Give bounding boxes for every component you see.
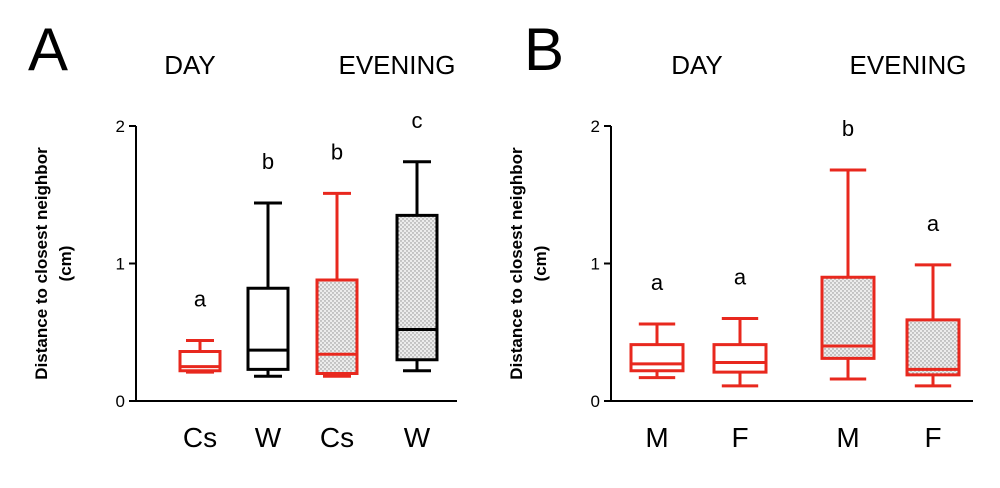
panel-a-box-2-significance-label: b	[262, 149, 274, 174]
panel-a-x-category-label-2: W	[255, 422, 282, 453]
panel-a-group-label-evening: EVENING	[338, 50, 455, 80]
panel-b-y-tick-label-2: 2	[591, 117, 600, 136]
panel-a-group-label-day: DAY	[164, 50, 216, 80]
panel-b-y-axis-title-line-2: (cm)	[531, 246, 550, 282]
panel-b-letter: B	[524, 16, 564, 83]
panel-b-x-category-label-2: F	[731, 422, 748, 453]
panel-a-box-3-iqr-box	[315, 278, 359, 375]
panel-a-y-tick-label-2: 2	[116, 117, 125, 136]
panel-b-y-axis-title-line-1: Distance to closest neighbor	[507, 147, 526, 380]
panel-a-y-tick-label-0: 0	[116, 392, 125, 411]
panel-b-x-category-label-3: M	[836, 422, 859, 453]
panel-b-box-4-iqr-box	[905, 318, 961, 377]
panel-a-box-4-iqr-box	[395, 213, 439, 362]
panel-a-letter: A	[28, 16, 68, 83]
panel-a-x-category-label-4: W	[404, 422, 431, 453]
panel-a-y-axis-title-line-1: Distance to closest neighbor	[32, 147, 51, 380]
panel-b-x-category-label-1: M	[645, 422, 668, 453]
panel-b-box-2-iqr-box	[712, 343, 768, 374]
panel-a-x-category-label-3: Cs	[320, 422, 354, 453]
panel-b-x-category-label-4: F	[924, 422, 941, 453]
panel-a-y-axis-title-line-2: (cm)	[56, 246, 75, 282]
panel-b-box-4-significance-label: a	[927, 211, 940, 236]
panel-b-box-2-significance-label: a	[734, 265, 747, 290]
panel-a-y-tick-label-1: 1	[116, 255, 125, 274]
panel-a-box-2-iqr-box	[246, 286, 290, 371]
panel-b-box-3-significance-label: b	[842, 116, 854, 141]
panel-b-group-label-evening: EVENING	[849, 50, 966, 80]
panel-b-y-tick-label-1: 1	[591, 255, 600, 274]
panel-b-group-label-day: DAY	[671, 50, 723, 80]
panel-b-box-1-iqr-box	[629, 343, 685, 373]
panel-b-y-tick-label-0: 0	[591, 392, 600, 411]
panel-a-box-4-significance-label: c	[412, 108, 423, 133]
panel-a-x-category-label-1: Cs	[183, 422, 217, 453]
panel-b-box-1-significance-label: a	[651, 270, 664, 295]
panel-a-box-1-significance-label: a	[194, 287, 207, 312]
panel-a-box-3-significance-label: b	[331, 139, 343, 164]
